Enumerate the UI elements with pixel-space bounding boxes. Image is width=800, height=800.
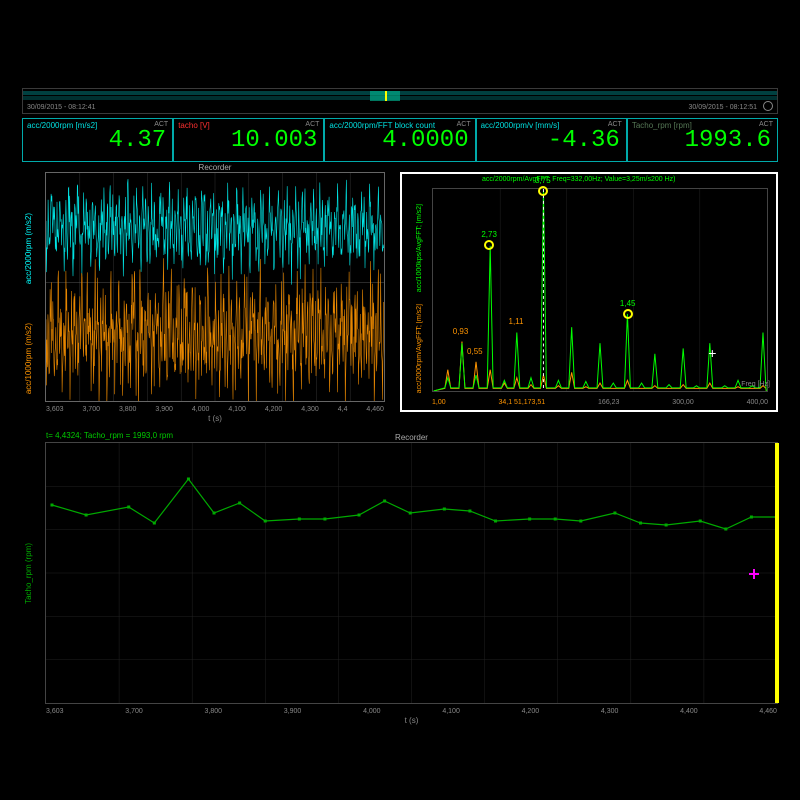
channel-label: acc/2000rpm/FFT block count [329, 121, 435, 130]
fft-plot-area[interactable] [432, 188, 768, 392]
channel-label: tacho [V] [178, 121, 210, 130]
digital-readout-row: acc/2000rpm [m/s2]ACT4.37tacho [V]ACT10.… [22, 118, 778, 162]
time-cursor[interactable] [385, 91, 387, 101]
crosshair-cursor[interactable]: + [708, 345, 720, 357]
y-axis-label-1: acc/2000rpm (m/s2) [24, 213, 33, 284]
fft-chart[interactable] [433, 189, 767, 391]
act-indicator: ACT [154, 121, 168, 128]
peak-marker[interactable] [623, 309, 633, 319]
panel-title: Recorder [199, 163, 232, 172]
digital-readout-3[interactable]: acc/2000rpm/v [mm/s] ACT-4.36 [476, 118, 627, 162]
time-bar[interactable]: 30/09/2015 - 08:12:41 30/09/2015 - 08:12… [22, 88, 778, 114]
tacho-recorder-panel[interactable]: Recorder t= 4,4324; Tacho_rpm = 1993,0 r… [45, 442, 778, 704]
peak-label: 1,45 [620, 299, 636, 308]
act-indicator: ACT [457, 121, 471, 128]
time-end-label: 30/09/2015 - 08:12:51 [688, 104, 757, 111]
clock-icon[interactable] [763, 101, 773, 111]
fft-y-label-1: acc/1000kps/AvgFFT; [m/s2] [416, 204, 423, 292]
readout-value: 1993.6 [685, 127, 771, 154]
fft-panel[interactable]: acc/2000rpm/AvgFFT: Freq=332,00Hz; Value… [400, 172, 778, 412]
readout-value: 4.0000 [382, 127, 468, 154]
y-axis-label-2: acc/1000rpm (m/s2) [24, 323, 33, 394]
x-axis-label: t (s) [405, 716, 419, 725]
waveform-chart[interactable] [46, 173, 384, 401]
waveform-recorder-panel[interactable]: Recorder acc/2000rpm (m/s2) acc/1000rpm … [45, 172, 385, 402]
x-axis-ticks: 3,6033,7003,8003,9004,0004,1004,2004,300… [46, 406, 384, 413]
readout-value: 10.003 [231, 127, 317, 154]
peak-label: 2,73 [481, 230, 497, 239]
digital-readout-0[interactable]: acc/2000rpm [m/s2] ACT4.37 [22, 118, 173, 162]
digital-readout-4[interactable]: Tacho_rpm [rpm] ACT1993.6 [627, 118, 778, 162]
time-tracks [23, 91, 777, 101]
channel-label: acc/2000rpm [m/s2] [27, 121, 97, 130]
channel-label: Tacho_rpm [rpm] [632, 121, 692, 130]
fft-x-label: Freq [Hz] [741, 381, 770, 388]
channel-label: acc/2000rpm/v [mm/s] [481, 121, 560, 130]
digital-readout-1[interactable]: tacho [V] ACT10.003 [173, 118, 324, 162]
peak-label: 0,93 [453, 327, 469, 336]
act-indicator: ACT [759, 121, 773, 128]
tacho-cursor[interactable] [753, 443, 755, 703]
tacho-chart[interactable] [46, 443, 777, 703]
readout-value: -4.36 [548, 127, 620, 154]
peak-marker[interactable] [484, 240, 494, 250]
peak-label: 3,75 [535, 176, 551, 185]
app-root: 30/09/2015 - 08:12:41 30/09/2015 - 08:12… [0, 0, 800, 800]
peak-marker[interactable] [538, 186, 548, 196]
x-axis-label: t (s) [208, 414, 222, 423]
readout-value: 4.37 [109, 127, 167, 154]
scroll-indicator[interactable] [775, 443, 779, 703]
peak-label: 1,11 [509, 317, 524, 326]
fft-x-ticks: 1,0034,1 51,173,51166,23300,00400,00 [432, 399, 768, 406]
cursor-readout: t= 4,4324; Tacho_rpm = 1993,0 rpm [46, 431, 173, 440]
time-start-label: 30/09/2015 - 08:12:41 [27, 104, 96, 111]
fft-y-label-2: acc/2000rpm/AvgFFT; [m/s2] [416, 304, 423, 393]
y-axis-label: Tacho_rpm (rpm) [24, 543, 33, 604]
fft-cursor-readout: acc/2000rpm/AvgFFT: Freq=332,00Hz; Value… [482, 176, 676, 183]
peak-label: 0,55 [467, 347, 483, 356]
act-indicator: ACT [305, 121, 319, 128]
digital-readout-2[interactable]: acc/2000rpm/FFT block count ACT4.0000 [324, 118, 475, 162]
act-indicator: ACT [608, 121, 622, 128]
panel-title: Recorder [395, 433, 428, 442]
x-axis-ticks: 3,6033,7003,8003,9004,0004,1004,2004,300… [46, 708, 777, 715]
